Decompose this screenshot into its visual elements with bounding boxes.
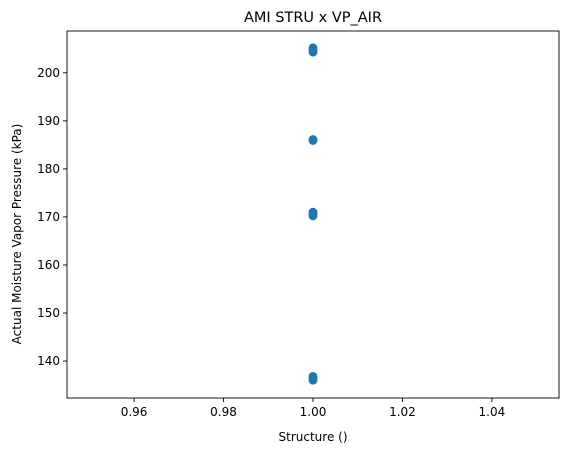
y-axis: 140 150 160 170 180 190 200 (37, 66, 67, 368)
y-axis-label: Actual Moisture Vapor Pressure (kPa) (10, 124, 24, 345)
x-axis: 0.96 0.98 1.00 1.02 1.04 (121, 398, 506, 419)
x-tick-label: 1.04 (479, 405, 506, 419)
x-axis-label: Structure () (279, 430, 348, 444)
x-tick-label: 0.96 (121, 405, 148, 419)
x-tick-label: 1.00 (300, 405, 327, 419)
data-point (308, 47, 318, 57)
data-point (308, 211, 318, 221)
x-tick-label: 1.02 (389, 405, 416, 419)
data-point (308, 136, 318, 145)
x-tick-label: 0.98 (210, 405, 237, 419)
y-tick-label: 140 (37, 354, 60, 368)
y-tick-label: 170 (37, 210, 60, 224)
y-tick-label: 180 (37, 162, 60, 176)
plot-area (66, 30, 560, 399)
chart-title: AMI STRU x VP_AIR (244, 10, 382, 26)
y-tick-label: 190 (37, 114, 60, 128)
y-tick-label: 200 (37, 66, 60, 80)
y-tick-label: 160 (37, 258, 60, 272)
data-point (308, 375, 318, 385)
y-tick-label: 150 (37, 306, 60, 320)
